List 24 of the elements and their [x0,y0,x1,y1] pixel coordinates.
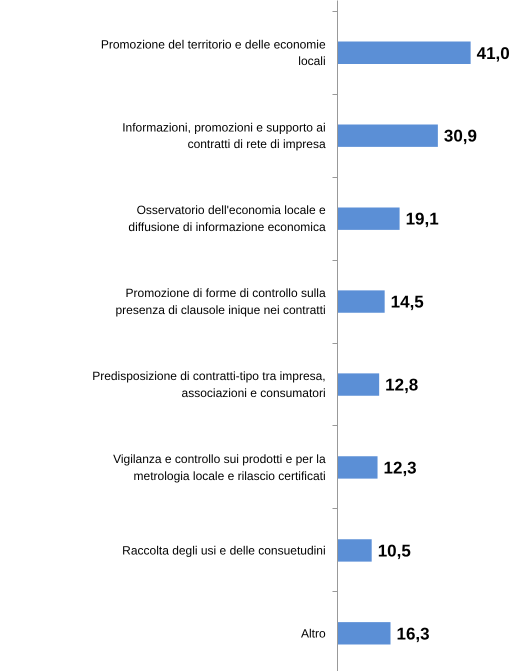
y-tick-label: Raccolta degli usi e delle consuetudini [122,543,326,558]
bar [338,539,372,562]
data-label: 10,5 [378,541,411,560]
data-label: 19,1 [406,210,439,229]
y-tick-label: Predisposizione di contratti-tipo tra impresa, associazioni e consumatori [92,369,326,400]
y-tick-label: Promozione del territorio e delle economie locali [100,37,326,68]
bar [338,456,378,479]
bar [338,622,391,645]
data-label: 12,3 [384,458,417,478]
y-tick-label: Vigilanza e controllo sui prodotti e per la metrologia locale e rilascio certificati [113,452,326,483]
y-tick-label: Promozione di forme di controllo sulla presenza di clausole inique nei contratti [116,286,326,317]
data-label: 16,3 [396,624,430,644]
bar [338,373,380,396]
y-tick-label: Osservatorio dell'economia locale e diffusione di informazione economica [128,203,326,234]
data-label: 14,5 [390,292,424,312]
y-tick-label: Altro [300,626,326,640]
data-label: 30,9 [444,126,477,146]
data-label: 12,8 [385,376,418,395]
y-tick-label: Informazioni, promozioni e supporto ai contratti di rete di impresa [122,120,326,152]
bar [338,290,385,313]
bar [338,207,400,230]
data-label: 41,0 [476,44,510,63]
bar [338,124,438,147]
bar [338,42,471,64]
